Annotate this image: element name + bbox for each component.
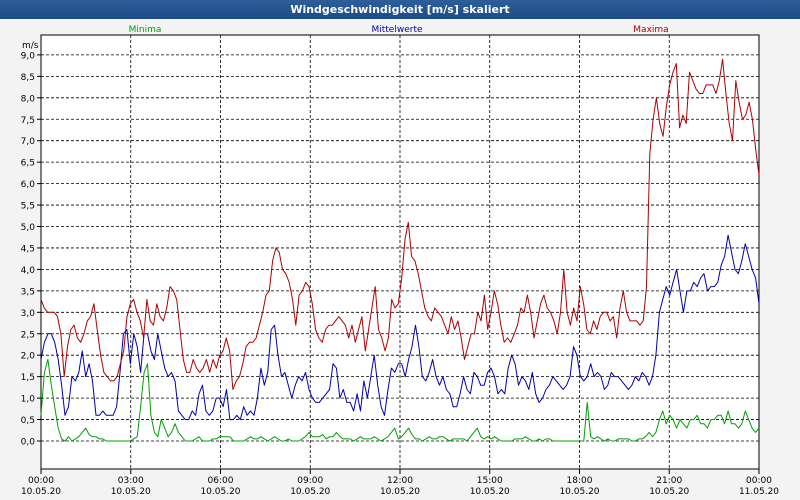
series-line-maxima [40, 58, 760, 390]
y-axis-unit: m/s [22, 41, 39, 51]
x-tick-time: 18:00 [567, 476, 593, 486]
gridlines [41, 35, 759, 469]
legend-item: Maxima [633, 25, 668, 35]
series-line-mittelwerte [40, 234, 760, 421]
y-tick-label: 6,5 [21, 159, 35, 169]
x-tick-time: 09:00 [297, 476, 323, 486]
y-axis: 0,0 0,5 1,0 1,5 2,0 2,5 3,0 3,5 4,0 4,5 5,0 5,5 6,0 6… [21, 51, 41, 448]
x-tick-date: 10.05.20 [111, 487, 151, 497]
legend-item: Minima [129, 25, 162, 35]
x-tick-time: 06:00 [208, 476, 234, 486]
y-tick-label: 0,0 [21, 438, 36, 448]
y-tick-label: 9,0 [21, 51, 36, 61]
x-tick-time: 15:00 [477, 476, 503, 486]
series-lines [40, 58, 760, 442]
y-tick-label: 2,0 [21, 352, 36, 362]
x-tick-date: 10.05.20 [380, 487, 420, 497]
x-tick-time: 12:00 [387, 476, 413, 486]
y-tick-label: 1,5 [21, 373, 35, 383]
x-axis: 00:0010.05.2003:0010.05.2006:0010.05.200… [21, 469, 779, 497]
y-tick-label: 5,5 [21, 202, 35, 212]
y-tick-label: 6,0 [21, 180, 36, 190]
wind-speed-chart: 0,0 0,5 1,0 1,5 2,0 2,5 3,0 3,5 4,0 4,5 5,0 5,5 6,0 6… [0, 19, 800, 500]
y-tick-label: 4,5 [21, 244, 35, 254]
x-tick-date: 10.05.20 [21, 487, 61, 497]
x-tick-date: 10.05.20 [200, 487, 240, 497]
window-title: Windgeschwindigkeit [m/s] skaliert [0, 0, 800, 19]
legend: Minima Mittelwerte Maxima [129, 25, 669, 35]
x-tick-date: 10.05.20 [649, 487, 689, 497]
y-tick-label: 7,0 [21, 137, 36, 147]
series-line-minima [40, 359, 760, 442]
y-tick-label: 3,0 [21, 309, 36, 319]
y-tick-label: 5,0 [21, 223, 36, 233]
y-tick-label: 3,5 [21, 287, 35, 297]
y-tick-label: 0,5 [21, 416, 35, 426]
y-tick-label: 1,0 [21, 395, 36, 405]
y-tick-label: 2,5 [21, 330, 35, 340]
x-tick-time: 00:00 [746, 476, 772, 486]
y-tick-label: 8,0 [21, 94, 36, 104]
x-tick-date: 10.05.20 [290, 487, 330, 497]
x-tick-time: 21:00 [656, 476, 682, 486]
y-tick-label: 4,0 [21, 266, 36, 276]
x-tick-time: 00:00 [28, 476, 54, 486]
x-tick-date: 11.05.20 [739, 487, 779, 497]
x-tick-date: 10.05.20 [559, 487, 599, 497]
x-tick-time: 03:00 [118, 476, 144, 486]
legend-item: Mittelwerte [371, 25, 422, 35]
y-tick-label: 7,5 [21, 116, 35, 126]
y-tick-label: 8,5 [21, 73, 35, 83]
x-tick-date: 10.05.20 [470, 487, 510, 497]
